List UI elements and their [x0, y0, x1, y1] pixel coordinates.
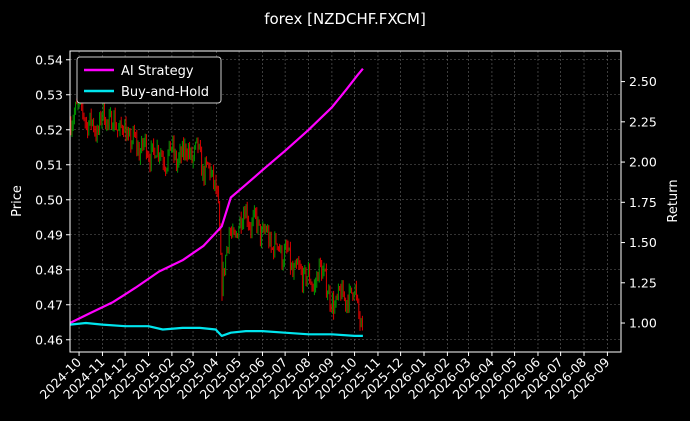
left-tick-label: 0.49 [35, 227, 63, 242]
left-tick-label: 0.51 [35, 157, 63, 172]
right-tick-label: 1.00 [629, 316, 657, 331]
right-tick-label: 1.75 [629, 195, 657, 210]
right-y-label: Return [666, 179, 681, 222]
left-y-axis: 0.46 0.47 0.48 0.49 0.50 0.51 0.52 0.53 0.54 [35, 52, 70, 347]
legend-label-ai-strategy: AI Strategy [121, 64, 194, 79]
series-line-buy-and-hold [69, 321, 363, 337]
left-y-label: Price [10, 185, 25, 217]
right-tick-label: 1.50 [629, 235, 657, 250]
right-tick-label: 1.25 [629, 275, 657, 290]
left-tick-label: 0.47 [35, 297, 63, 312]
series-line-ai-strategy [69, 67, 364, 324]
plot-frame [69, 50, 622, 353]
x-axis: 2024-102024-112024-122025-012025-022025-… [37, 352, 613, 402]
left-tick-label: 0.53 [35, 87, 63, 102]
right-y-axis: 1.00 1.25 1.50 1.75 2.00 2.25 2.50 [621, 74, 657, 331]
left-tick-label: 0.46 [35, 332, 63, 347]
chart-title: forex [NZDCHF.FXCM] [264, 10, 426, 28]
left-tick-label: 0.52 [35, 122, 63, 137]
return-lines [69, 67, 364, 337]
legend: AI Strategy Buy-and-Hold [76, 56, 222, 104]
price-bars [70, 90, 363, 331]
legend-label-buy-and-hold: Buy-and-Hold [121, 85, 209, 100]
right-tick-label: 2.25 [629, 114, 657, 129]
left-tick-label: 0.50 [35, 192, 63, 207]
right-tick-label: 2.50 [629, 74, 657, 89]
left-tick-label: 0.54 [35, 52, 63, 67]
right-tick-label: 2.00 [629, 155, 657, 170]
left-tick-label: 0.48 [35, 262, 63, 277]
